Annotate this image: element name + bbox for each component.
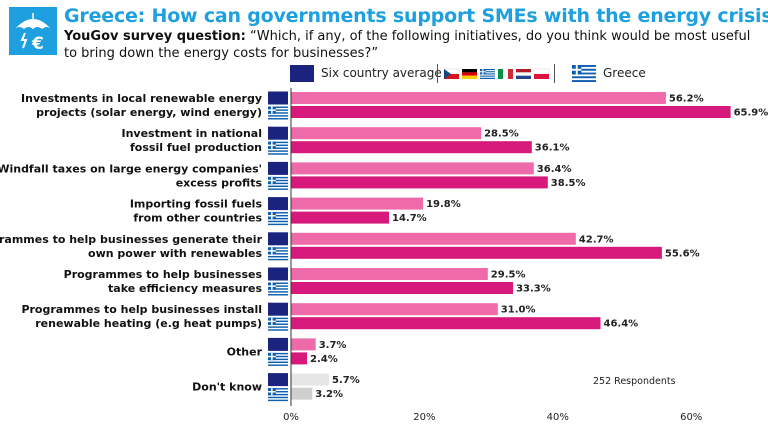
bar-value-label: 36.4%: [537, 164, 572, 175]
legend-avg-swatch: [290, 65, 314, 82]
greece-flag-icon: [268, 106, 288, 120]
eu-average-flag-icon: [268, 161, 288, 175]
greece-flag-icon: [268, 317, 288, 331]
bar-value-label: 3.7%: [319, 340, 347, 351]
poland-flag-icon: [533, 68, 550, 79]
bar-average: [291, 303, 498, 316]
legend-greece-label: Greece: [603, 66, 646, 80]
greece-flag-icon: [268, 176, 288, 190]
survey-question-label: YouGov survey question:: [64, 29, 246, 44]
category-label: Investments in local renewable energy pro…: [21, 92, 262, 119]
greece-flag-icon: [268, 352, 288, 366]
bar-value-label: 42.7%: [579, 234, 614, 245]
greece-flag-icon: [268, 247, 288, 261]
umbrella-euro-icon: €: [15, 13, 51, 54]
page-title: Greece: How can governments support SMEs…: [64, 5, 768, 27]
category-label: Other: [227, 345, 263, 358]
bar-average: [291, 232, 576, 245]
eu-average-flag-icon: [268, 197, 288, 211]
bar-average: [291, 162, 534, 175]
bar-value-label: 56.2%: [669, 94, 704, 105]
brand-logo: €: [9, 7, 57, 55]
bar-value-label: 3.2%: [315, 389, 343, 400]
legend-avg-label: Six country average: [321, 66, 442, 80]
eu-average-flag-icon: [268, 302, 288, 316]
x-tick-label: 20%: [413, 412, 435, 423]
bar-greece: [291, 317, 601, 330]
bar-value-label: 5.7%: [332, 375, 360, 386]
bar-average: [291, 268, 488, 280]
bar-value-label: 31.0%: [501, 305, 536, 316]
bar-average: [291, 197, 424, 210]
category-label: Importing fossil fuels from other countri…: [130, 198, 263, 225]
legend-greece-flag-icon: [572, 65, 596, 85]
svg-text:€: €: [31, 34, 44, 54]
bar-greece: [291, 106, 731, 118]
respondents-note: 252 Respondents: [593, 376, 676, 387]
netherlands-flag-icon: [516, 69, 531, 79]
bar-value-label: 55.6%: [665, 248, 700, 259]
bar-value-label: 28.5%: [484, 129, 519, 140]
greece-flag-icon: [268, 282, 288, 296]
category-label: Investment in national fossil fuel produc…: [122, 127, 263, 154]
x-tick-label: 60%: [680, 412, 702, 423]
category-label: Don't know: [192, 381, 262, 394]
eu-average-flag-icon: [268, 267, 288, 281]
x-tick-label: 40%: [547, 412, 569, 423]
eu-average-flag-icon: [268, 232, 288, 246]
eu-average-flag-icon: [268, 337, 288, 351]
greece-flag-icon: [268, 388, 288, 402]
bar-value-label: 36.1%: [535, 143, 570, 154]
bar-average: [291, 373, 329, 386]
bar-greece: [291, 246, 662, 259]
bar-value-label: 38.5%: [551, 178, 586, 189]
survey-question-text: “Which, if any, of the following initiat…: [64, 29, 751, 61]
bar-greece: [291, 211, 389, 224]
eu-average-flag-icon: [268, 91, 288, 105]
bar-average: [291, 92, 666, 104]
greece-flag-icon: [268, 141, 288, 155]
bar-value-label: 29.5%: [491, 270, 526, 281]
legend-country-flags: [437, 64, 555, 83]
bar-value-label: 2.4%: [310, 354, 338, 365]
bar-greece: [291, 176, 548, 189]
bar-value-label: 33.3%: [516, 284, 551, 295]
bar-value-label: 65.9%: [734, 108, 768, 119]
czech-flag-icon: [443, 68, 460, 79]
eu-average-flag-icon: [268, 373, 288, 387]
category-label: Windfall taxes on large energy companies…: [0, 162, 262, 189]
category-label: Programmes to help businesses generate t…: [0, 233, 263, 260]
bar-average: [291, 127, 482, 140]
bar-greece: [291, 352, 307, 365]
eu-average-flag-icon: [268, 126, 288, 140]
bar-greece: [291, 387, 313, 400]
bar-value-label: 46.4%: [604, 319, 639, 330]
greece-flag-icon: [268, 212, 288, 226]
greece-flag-small-icon: [480, 69, 495, 79]
bar-greece: [291, 282, 514, 294]
bar-value-label: 19.8%: [426, 199, 461, 210]
x-tick-label: 0%: [283, 412, 299, 423]
category-label: Programmes to help businesses take effici…: [64, 268, 263, 295]
category-label: Programmes to help businesses install ren…: [21, 303, 262, 330]
bar-greece: [291, 141, 532, 154]
germany-flag-icon: [462, 69, 477, 79]
bar-value-label: 14.7%: [392, 213, 427, 224]
bar-average: [291, 338, 316, 351]
survey-question: YouGov survey question: “Which, if any, …: [64, 28, 754, 62]
italy-flag-icon: [498, 69, 513, 79]
